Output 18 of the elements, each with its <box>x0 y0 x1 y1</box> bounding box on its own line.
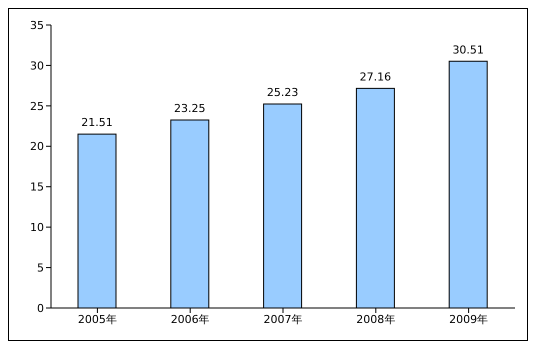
x-tick-label: 2008年 <box>356 312 396 326</box>
y-tick-label: 10 <box>30 221 44 234</box>
x-tick-label: 2007年 <box>264 312 302 326</box>
y-tick-label: 5 <box>37 261 44 274</box>
data-label: 30.51 <box>452 43 484 56</box>
y-tick-label: 35 <box>30 18 44 32</box>
y-tick-label: 0 <box>37 302 44 315</box>
y-tick-label: 30 <box>30 59 44 72</box>
data-label: 25.23 <box>266 86 298 99</box>
x-tick-label: 2009年 <box>449 312 488 326</box>
x-tick-label: 2005年 <box>78 312 117 326</box>
y-tick-label: 15 <box>30 180 44 194</box>
x-tick-label: 2006年 <box>170 312 210 326</box>
y-tick-label: 25 <box>30 100 44 113</box>
data-label: 27.16 <box>360 70 392 84</box>
data-label: 21.51 <box>81 116 113 130</box>
data-label: 23.25 <box>174 102 206 116</box>
y-tick-label: 20 <box>30 140 44 154</box>
